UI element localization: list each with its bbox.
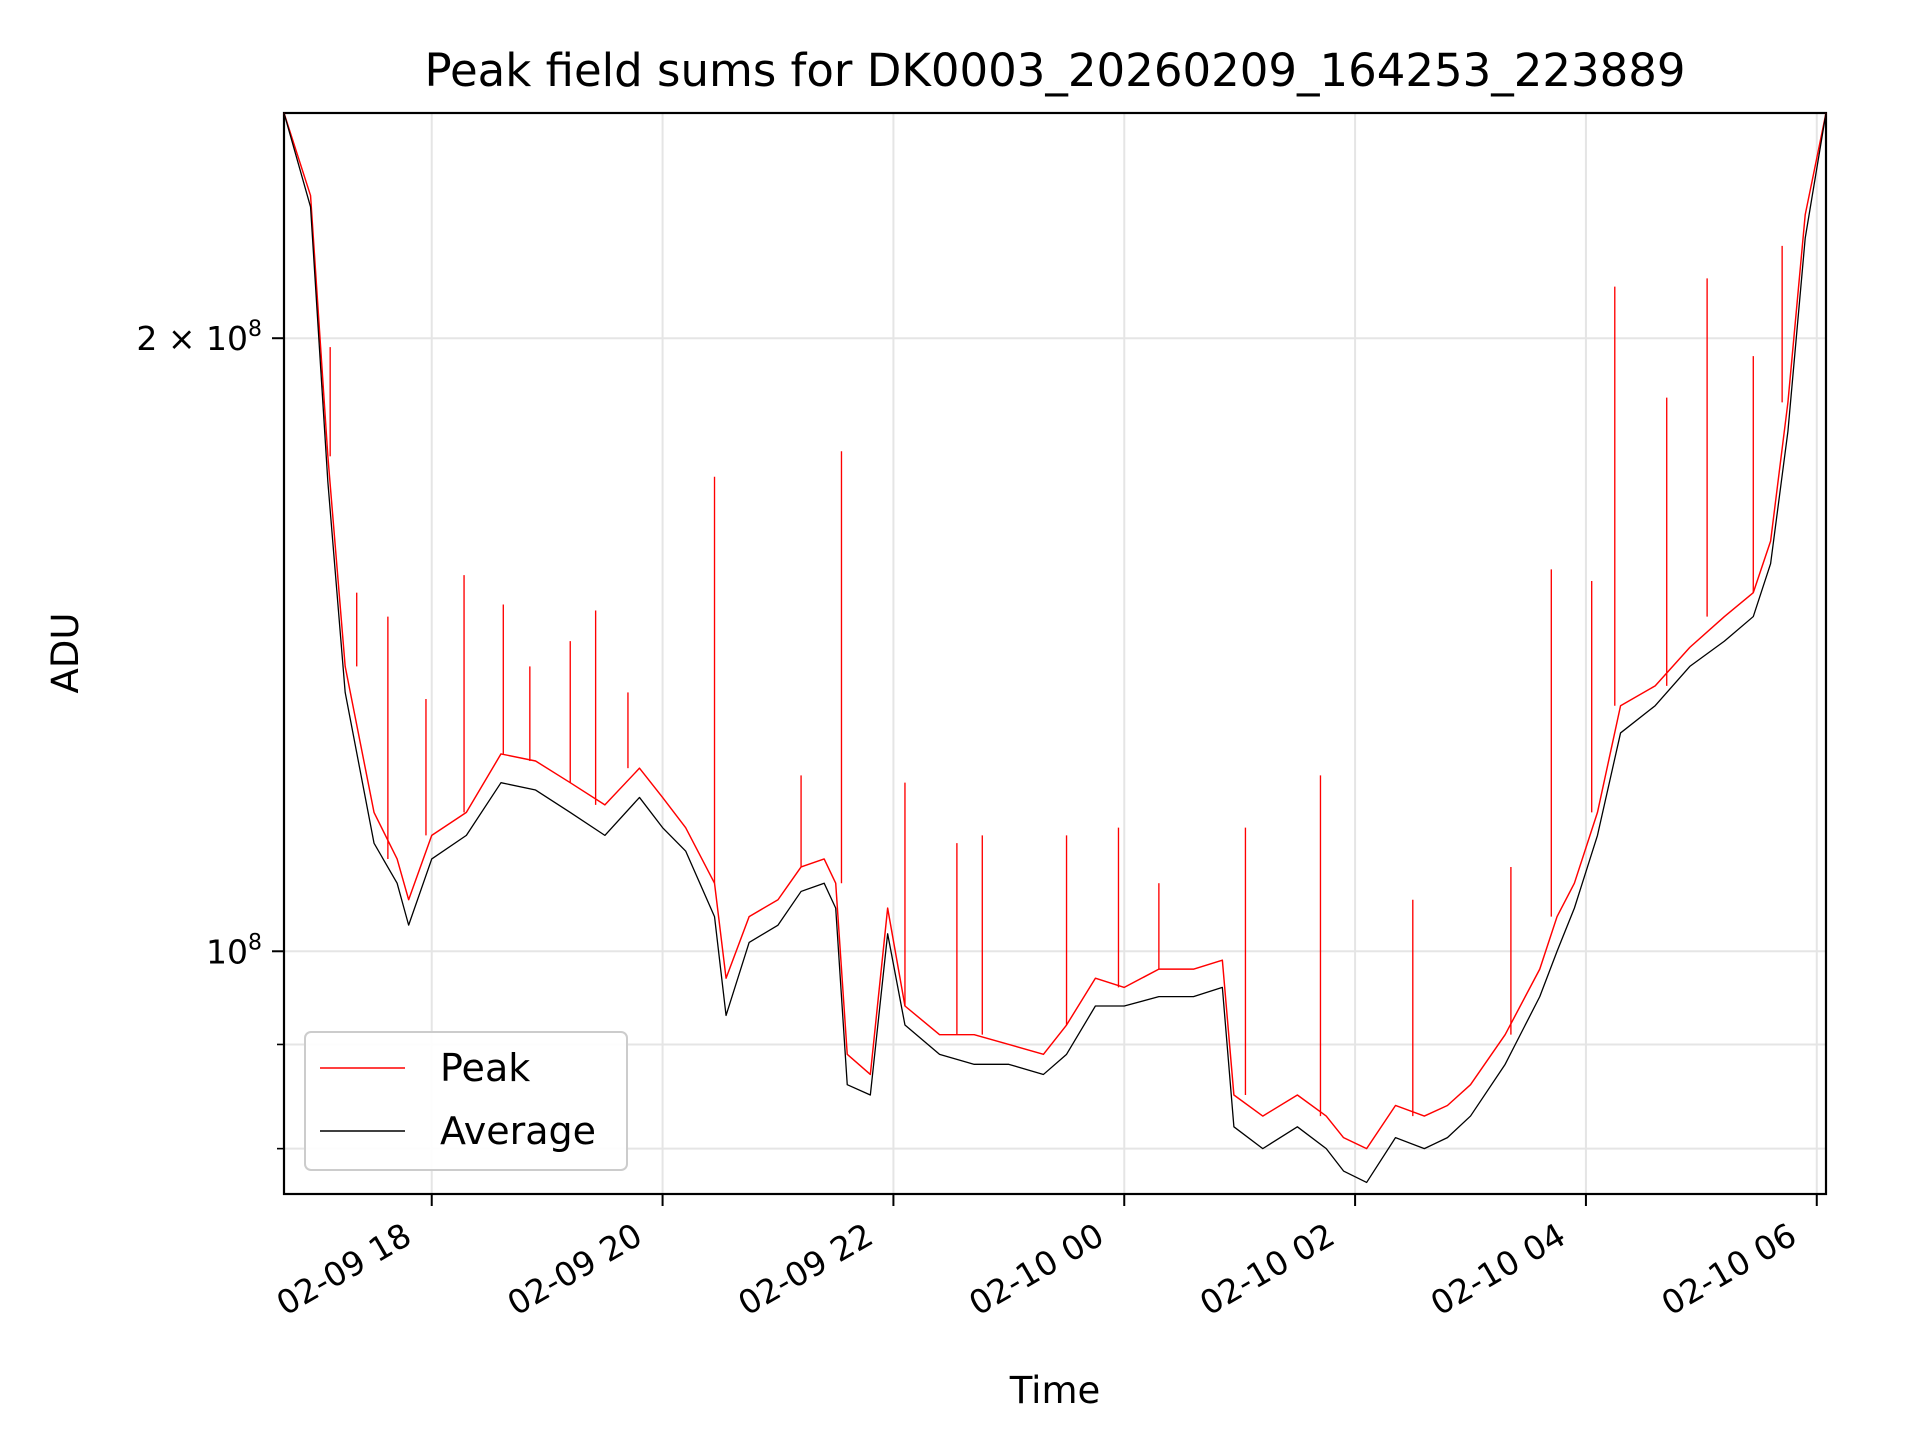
average-line <box>283 112 1827 1184</box>
legend-box <box>304 1031 628 1171</box>
y-tick-label: 2 × 108 <box>136 317 262 358</box>
legend-label-peak: Peak <box>440 1046 530 1090</box>
y-tick-exponent: 8 <box>248 930 262 955</box>
series-peak <box>283 112 1827 1150</box>
legend: Peak Average <box>304 1031 628 1171</box>
legend-label-average: Average <box>440 1109 596 1153</box>
y-tick-base: 10 <box>206 932 248 971</box>
series-average <box>283 112 1827 1184</box>
y-tick-exponent: 8 <box>248 317 262 342</box>
chart-title: Peak field sums for DK0003_20260209_1642… <box>424 44 1685 97</box>
plot-frame <box>282 111 1828 1196</box>
y-tick-label: 108 <box>206 930 262 971</box>
y-axis-label: ADU <box>44 613 87 694</box>
x-axis-label: Time <box>1009 1369 1101 1412</box>
plot-area <box>282 111 1828 1196</box>
y-tick-base: 2 × 10 <box>136 319 248 358</box>
peak-line <box>283 112 1827 1150</box>
